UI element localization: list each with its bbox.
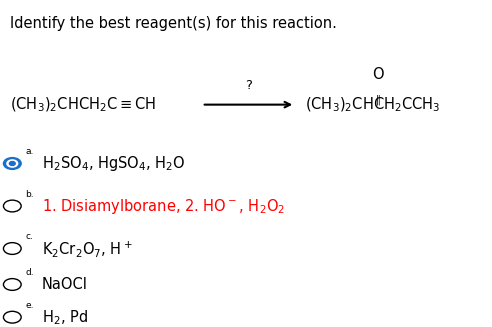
Text: O: O bbox=[372, 67, 384, 82]
Text: H$_2$SO$_4$, HgSO$_4$, H$_2$O: H$_2$SO$_4$, HgSO$_4$, H$_2$O bbox=[42, 154, 185, 173]
Text: (CH$_3$)$_2$CHCH$_2$C$\equiv$CH: (CH$_3$)$_2$CHCH$_2$C$\equiv$CH bbox=[10, 95, 156, 114]
Text: e.: e. bbox=[26, 301, 34, 310]
Circle shape bbox=[7, 160, 18, 167]
Text: d.: d. bbox=[26, 268, 34, 277]
Circle shape bbox=[9, 162, 15, 165]
Text: ‖: ‖ bbox=[375, 95, 380, 105]
Text: (CH$_3$)$_2$CHCH$_2$CCH$_3$: (CH$_3$)$_2$CHCH$_2$CCH$_3$ bbox=[305, 95, 441, 114]
Text: c.: c. bbox=[26, 232, 33, 241]
Text: Identify the best reagent(s) for this reaction.: Identify the best reagent(s) for this re… bbox=[10, 16, 337, 31]
Text: NaOCl: NaOCl bbox=[42, 277, 88, 292]
Text: ?: ? bbox=[245, 78, 252, 92]
Text: b.: b. bbox=[26, 190, 34, 199]
Circle shape bbox=[3, 158, 21, 169]
Text: 1. Disiamylborane, 2. HO$^-$, H$_2$O$_2$: 1. Disiamylborane, 2. HO$^-$, H$_2$O$_2$ bbox=[42, 197, 285, 215]
Text: H$_2$, Pd: H$_2$, Pd bbox=[42, 308, 88, 327]
Text: a.: a. bbox=[26, 147, 34, 156]
Text: K$_2$Cr$_2$O$_7$, H$^+$: K$_2$Cr$_2$O$_7$, H$^+$ bbox=[42, 238, 132, 259]
